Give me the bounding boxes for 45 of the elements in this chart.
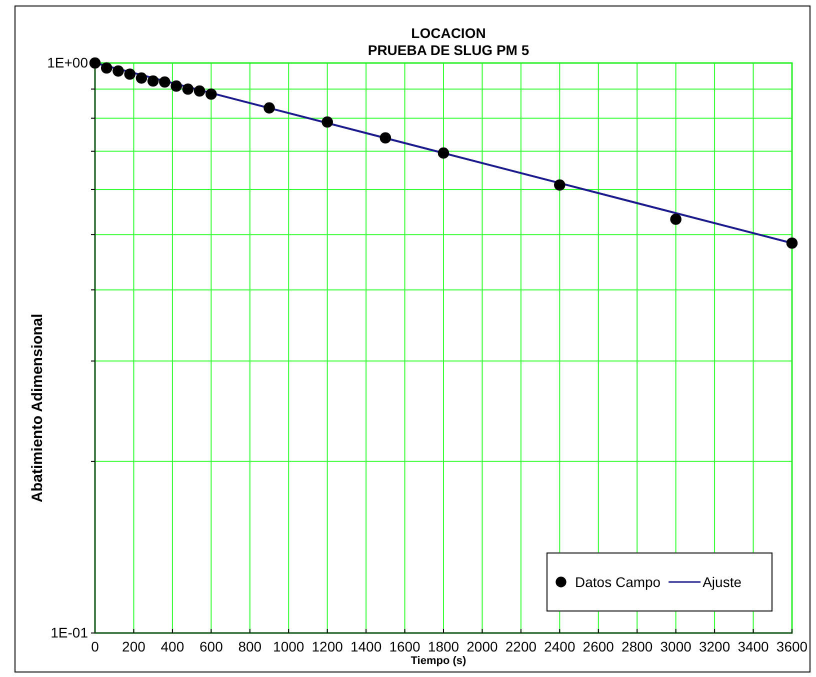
chart-subtitle: PRUEBA DE SLUG PM 5 <box>368 42 530 58</box>
point <box>89 57 101 69</box>
x-axis-title: Tiempo (s) <box>410 655 467 667</box>
point <box>438 147 450 159</box>
x-tick-label: 800 <box>238 638 262 654</box>
y-axis-title: Abatimiento Adimensional <box>29 314 46 502</box>
point <box>100 62 112 74</box>
point <box>670 214 682 225</box>
point <box>322 116 333 128</box>
x-tick-label: 3000 <box>660 638 692 654</box>
point <box>264 102 275 114</box>
x-tick-label: 600 <box>199 638 224 654</box>
x-tick-label: 0 <box>91 638 100 654</box>
point <box>124 68 136 80</box>
point <box>554 179 566 191</box>
point <box>112 65 124 77</box>
legend-label: Ajuste <box>702 574 742 590</box>
x-tick-label: 400 <box>160 638 184 654</box>
x-tick-label: 2400 <box>544 638 576 654</box>
x-tick-label: 3600 <box>776 638 808 654</box>
point <box>206 88 217 100</box>
point <box>786 238 798 249</box>
point <box>136 72 148 84</box>
y-tick-label: 1E+00 <box>47 54 88 70</box>
x-tick-label: 1000 <box>273 638 304 654</box>
point <box>170 80 182 92</box>
point <box>159 76 170 88</box>
point <box>380 132 392 144</box>
x-tick-label: 3400 <box>738 638 770 654</box>
chart-title: LOCACION <box>411 25 486 41</box>
legend-label: Datos Campo <box>575 574 661 590</box>
x-tick-label: 1400 <box>350 638 382 654</box>
point <box>147 75 159 87</box>
x-tick-label: 1600 <box>389 638 421 654</box>
x-tick-label: 2000 <box>466 638 498 654</box>
x-tick-label: 1200 <box>312 638 344 654</box>
point <box>182 83 194 95</box>
x-tick-label: 2600 <box>582 638 614 654</box>
x-tick-label: 1800 <box>428 638 460 654</box>
point <box>194 85 206 97</box>
y-tick-label: 1E-01 <box>50 624 88 640</box>
x-tick-label: 2800 <box>622 638 653 654</box>
x-tick-label: 2200 <box>505 638 537 654</box>
x-tick-label: 3200 <box>698 638 730 654</box>
x-tick-label: 200 <box>122 638 146 654</box>
